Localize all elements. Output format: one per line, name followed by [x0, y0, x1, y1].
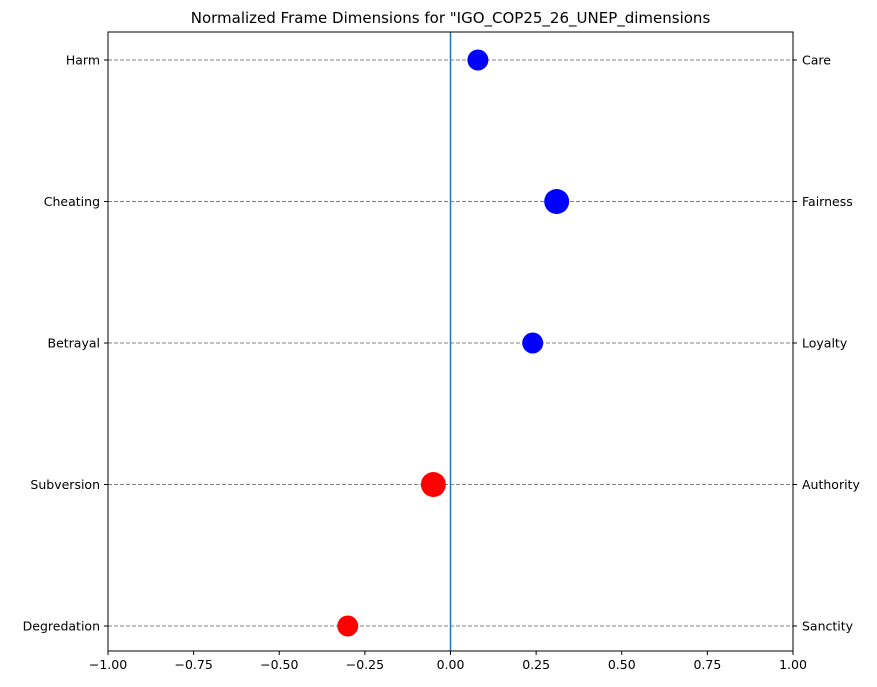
y-tick-label-right: Authority	[802, 477, 860, 492]
data-point	[544, 189, 570, 214]
data-point	[337, 615, 359, 637]
x-tick-label: −0.75	[174, 657, 212, 672]
right-category-labels: Care Fairness Loyalty Authority Sanctity	[793, 53, 860, 634]
y-tick-label-left: Cheating	[44, 194, 100, 209]
x-tick-label: 0.50	[608, 657, 636, 672]
y-tick-label-right: Care	[802, 53, 831, 68]
x-tick-label: 0.25	[522, 657, 550, 672]
y-tick-label-left: Harm	[66, 53, 100, 68]
x-tick-label: −1.00	[89, 657, 127, 672]
x-tick-label: 1.00	[779, 657, 807, 672]
chart-title: Normalized Frame Dimensions for "IGO_COP…	[191, 9, 711, 28]
data-point	[467, 49, 489, 71]
y-tick-label-left: Betrayal	[48, 336, 101, 351]
y-tick-label-left: Subversion	[30, 477, 100, 492]
y-tick-label-right: Loyalty	[802, 336, 848, 351]
x-tick-label: −0.25	[346, 657, 384, 672]
data-points	[337, 49, 570, 637]
x-tick-label: −0.50	[260, 657, 298, 672]
data-point	[420, 472, 446, 497]
x-tick-label: 0.75	[693, 657, 721, 672]
left-category-labels: Harm Cheating Betrayal Subversion Degredatio…	[23, 53, 108, 634]
x-tick-label: 0.00	[437, 657, 465, 672]
y-tick-label-right: Sanctity	[802, 619, 854, 634]
data-point	[522, 332, 544, 354]
y-tick-label-right: Fairness	[802, 194, 853, 209]
y-tick-label-left: Degredation	[23, 619, 100, 634]
x-axis-ticks: −1.00 −0.75 −0.50 −0.25 0.00 0.25 0.50 0.75 1.00	[89, 651, 807, 672]
